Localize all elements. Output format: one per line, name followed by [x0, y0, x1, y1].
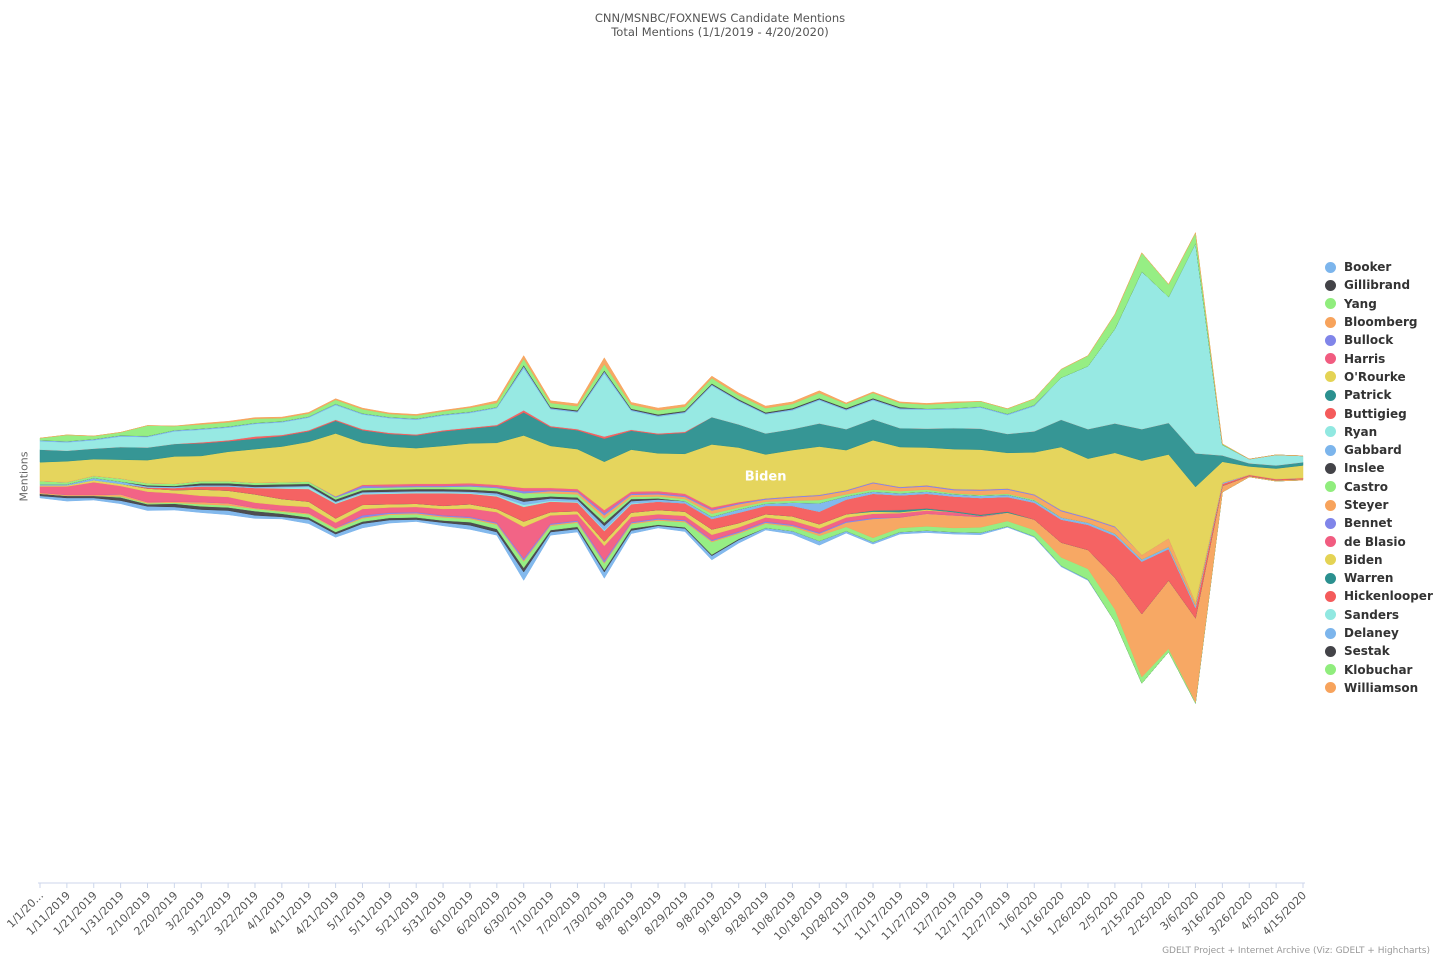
- legend-item-bennet[interactable]: Bennet: [1325, 514, 1440, 532]
- legend-item-booker[interactable]: Booker: [1325, 258, 1440, 276]
- legend-item-gabbard[interactable]: Gabbard: [1325, 441, 1440, 459]
- legend-item-de-blasio[interactable]: de Blasio: [1325, 532, 1440, 550]
- legend-label: Gillibrand: [1344, 278, 1411, 293]
- legend-label: Castro: [1344, 479, 1388, 494]
- legend-label: Delaney: [1344, 626, 1399, 641]
- legend-symbol: [1325, 590, 1336, 602]
- legend-label: O'Rourke: [1344, 369, 1406, 384]
- legend-label: Inslee: [1344, 461, 1385, 476]
- legend-symbol: [1325, 572, 1336, 584]
- legend-label: Klobuchar: [1344, 662, 1413, 677]
- legend-item-castro[interactable]: Castro: [1325, 478, 1440, 496]
- legend-symbol: [1325, 682, 1336, 694]
- legend-symbol: [1325, 389, 1336, 401]
- legend-label: Patrick: [1344, 388, 1392, 403]
- legend-label: Harris: [1344, 351, 1386, 366]
- legend-item-williamson[interactable]: Williamson: [1325, 679, 1440, 697]
- legend-label: Williamson: [1344, 680, 1419, 695]
- legend-item-sestak[interactable]: Sestak: [1325, 642, 1440, 660]
- legend-label: de Blasio: [1344, 534, 1406, 549]
- legend-item-bullock[interactable]: Bullock: [1325, 331, 1440, 349]
- biden-inline-label: Biden: [745, 469, 787, 484]
- legend-symbol: [1325, 316, 1336, 328]
- legend-item-ryan[interactable]: Ryan: [1325, 423, 1440, 441]
- legend-symbol: [1325, 298, 1336, 310]
- series-area-williamson[interactable]: [39, 231, 1304, 460]
- legend-symbol: [1325, 353, 1336, 365]
- legend-symbol: [1325, 664, 1336, 676]
- legend-item-buttigieg[interactable]: Buttigieg: [1325, 404, 1440, 422]
- legend-item-patrick[interactable]: Patrick: [1325, 386, 1440, 404]
- legend-label: Buttigieg: [1344, 406, 1407, 421]
- legend-symbol: [1325, 609, 1336, 621]
- legend-item-hickenlooper[interactable]: Hickenlooper: [1325, 587, 1440, 605]
- legend-symbol: [1325, 426, 1336, 438]
- legend-symbol: [1325, 334, 1336, 346]
- legend-symbol: [1325, 279, 1336, 291]
- legend-label: Bloomberg: [1344, 315, 1418, 330]
- legend-item-warren[interactable]: Warren: [1325, 569, 1440, 587]
- legend: Booker Gillibrand Yang Bloomberg Bullock Harr…: [1325, 258, 1440, 697]
- legend-item-biden[interactable]: Biden: [1325, 551, 1440, 569]
- credits[interactable]: GDELT Project + Internet Archive (Viz: G…: [1162, 946, 1430, 956]
- legend-label: Bennet: [1344, 516, 1393, 531]
- x-axis-ticks: 1/1/20...1/11/20191/21/20191/31/20192/10…: [4, 883, 1309, 943]
- chart-subtitle: Total Mentions (1/1/2019 - 4/20/2020): [611, 25, 829, 39]
- legend-item-steyer[interactable]: Steyer: [1325, 496, 1440, 514]
- legend-label: Ryan: [1344, 424, 1378, 439]
- legend-symbol: [1325, 481, 1336, 493]
- legend-symbol: [1325, 536, 1336, 548]
- legend-label: Booker: [1344, 260, 1392, 275]
- legend-item-inslee[interactable]: Inslee: [1325, 459, 1440, 477]
- legend-symbol: [1325, 408, 1336, 420]
- legend-symbol: [1325, 371, 1336, 383]
- legend-label: Gabbard: [1344, 443, 1402, 458]
- legend-label: Bullock: [1344, 333, 1394, 348]
- legend-symbol: [1325, 554, 1336, 566]
- legend-symbol: [1325, 499, 1336, 511]
- legend-symbol: [1325, 444, 1336, 456]
- legend-symbol: [1325, 645, 1336, 657]
- legend-symbol: [1325, 462, 1336, 474]
- legend-label: Biden: [1344, 552, 1383, 567]
- legend-item-sanders[interactable]: Sanders: [1325, 606, 1440, 624]
- legend-item-delaney[interactable]: Delaney: [1325, 624, 1440, 642]
- legend-label: Hickenlooper: [1344, 589, 1433, 604]
- legend-label: Steyer: [1344, 498, 1389, 512]
- legend-symbol: [1325, 261, 1336, 273]
- legend-item-bloomberg[interactable]: Bloomberg: [1325, 313, 1440, 331]
- legend-item-klobuchar[interactable]: Klobuchar: [1325, 661, 1440, 679]
- legend-item-yang[interactable]: Yang: [1325, 295, 1440, 313]
- stream-areas: [39, 231, 1304, 705]
- legend-symbol: [1325, 517, 1336, 529]
- legend-item-gillibrand[interactable]: Gillibrand: [1325, 276, 1440, 294]
- legend-item-harris[interactable]: Harris: [1325, 349, 1440, 367]
- legend-symbol: [1325, 627, 1336, 639]
- legend-label: Warren: [1344, 571, 1394, 586]
- chart-title: CNN/MSNBC/FOXNEWS Candidate Mentions: [594, 11, 846, 25]
- legend-label: Sestak: [1344, 644, 1390, 659]
- legend-item-o-rourke[interactable]: O'Rourke: [1325, 368, 1440, 386]
- legend-label: Yang: [1344, 296, 1377, 311]
- legend-label: Sanders: [1344, 607, 1400, 622]
